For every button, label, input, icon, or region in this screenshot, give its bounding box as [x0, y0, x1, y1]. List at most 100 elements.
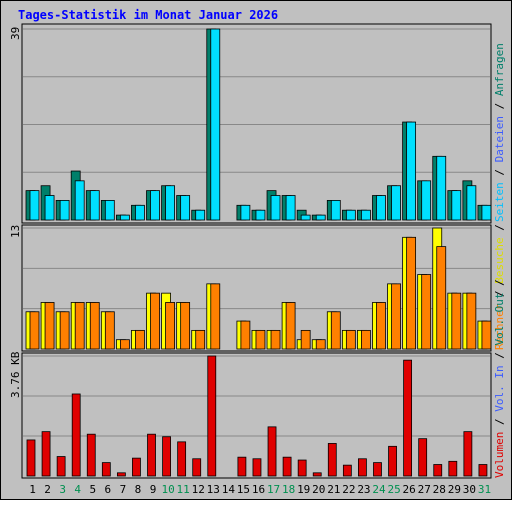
day-label-26: 26 [403, 483, 416, 496]
bar-bottom-volumen-day-21 [327, 443, 337, 477]
day-label-16: 16 [252, 483, 265, 496]
legend-sep-2: / [493, 96, 506, 116]
bar-middle-rechner-day-3 [59, 311, 70, 350]
bar-top-dateien-day-20 [315, 214, 326, 221]
bar-middle-rechner-day-16 [255, 329, 266, 350]
middle-ymax-label: 13 [9, 225, 22, 238]
day-label-23: 23 [357, 483, 370, 496]
day-label-14: 14 [222, 483, 236, 496]
legend-sep-4: / [493, 224, 506, 237]
legend-rechner: Rechner [493, 303, 506, 350]
legend-dateien: Dateien [493, 116, 506, 162]
bar-middle-rechner-day-28 [436, 246, 447, 350]
day-label-17: 17 [267, 483, 280, 496]
bar-middle-rechner-day-18 [285, 302, 296, 350]
top-legend: Seiten / Dateien / Anfragen [493, 43, 506, 222]
bar-top-dateien-day-26 [406, 121, 417, 221]
bar-bottom-volumen-day-20 [312, 472, 322, 477]
day-label-5: 5 [89, 483, 96, 496]
legend-sep-6: / [493, 346, 506, 366]
bar-bottom-volumen-day-17 [267, 426, 277, 477]
bar-bottom-volumen-day-8 [132, 457, 141, 477]
bar-middle-rechner-day-20 [315, 339, 326, 350]
bar-top-dateien-day-30 [466, 185, 477, 221]
top-ymax-label: 39 [9, 27, 22, 40]
bar-middle-rechner-day-30 [466, 292, 477, 350]
bar-top-dateien-day-8 [135, 204, 145, 221]
bar-middle-rechner-day-27 [421, 274, 432, 350]
bar-top-dateien-day-24 [376, 195, 386, 221]
bottom-legend: Volumen / Vol. In / Vol. Out / [493, 279, 506, 478]
legend-vol-in: Vol. In [493, 365, 506, 411]
bar-top-dateien-day-9 [150, 190, 160, 221]
day-label-30: 30 [463, 483, 476, 496]
bar-bottom-volumen-day-27 [418, 438, 428, 477]
bar-bottom-volumen-day-9 [147, 433, 156, 477]
bar-top-dateien-day-3 [59, 200, 70, 221]
bar-bottom-volumen-day-25 [388, 445, 397, 477]
bar-top-dateien-day-27 [421, 180, 432, 221]
bar-middle-rechner-day-26 [406, 236, 417, 350]
bar-top-dateien-day-5 [89, 190, 100, 221]
bar-middle-rechner-day-19 [300, 329, 311, 350]
bar-bottom-volumen-day-22 [342, 464, 352, 477]
bar-middle-rechner-day-5 [89, 302, 100, 350]
bar-middle-rechner-day-29 [451, 292, 462, 350]
bar-middle-rechner-day-1 [29, 311, 40, 350]
bar-middle-rechner-day-10 [165, 302, 175, 350]
chart-title: Tages-Statistik im Monat Januar 2026 [18, 8, 278, 22]
bar-top-dateien-day-16 [255, 209, 266, 221]
bar-top-dateien-day-15 [240, 204, 251, 221]
bar-top-dateien-day-19 [300, 214, 311, 221]
legend-anfragen: Anfragen [493, 43, 506, 96]
bar-bottom-volumen-day-26 [403, 359, 413, 477]
day-label-12: 12 [192, 483, 205, 496]
bar-top-dateien-day-4 [74, 180, 85, 221]
bar-top-dateien-day-25 [391, 185, 401, 221]
bar-middle-rechner-day-4 [74, 302, 85, 350]
bar-top-dateien-day-10 [165, 185, 175, 221]
day-label-4: 4 [74, 483, 81, 496]
bar-middle-rechner-day-21 [330, 311, 341, 350]
bar-top-dateien-day-17 [270, 195, 281, 221]
bar-middle-rechner-day-12 [195, 329, 206, 350]
bar-bottom-volumen-day-23 [358, 458, 367, 477]
bar-top-dateien-day-13 [210, 28, 221, 221]
bars [25, 28, 492, 477]
bar-middle-rechner-day-31 [481, 320, 492, 350]
bar-bottom-volumen-day-18 [282, 456, 292, 477]
day-label-1: 1 [29, 483, 36, 496]
bar-middle-rechner-day-6 [104, 311, 115, 350]
bar-bottom-volumen-day-12 [192, 458, 202, 477]
bar-bottom-volumen-day-5 [86, 433, 96, 477]
bar-middle-rechner-day-25 [391, 283, 401, 350]
bar-middle-rechner-day-11 [180, 302, 191, 350]
bar-middle-rechner-day-13 [210, 283, 221, 350]
bar-middle-rechner-day-2 [44, 302, 55, 350]
bar-middle-rechner-day-7 [119, 339, 130, 350]
legend-volumen: Volumen [493, 432, 506, 478]
day-label-13: 13 [207, 483, 220, 496]
day-label-11: 11 [177, 483, 190, 496]
legend-sep-7: / [493, 279, 506, 292]
legend-seiten: Seiten [493, 182, 506, 222]
legend-sep-3: / [493, 284, 506, 304]
day-label-15: 15 [237, 483, 250, 496]
bar-top-dateien-day-12 [195, 209, 206, 221]
legend-besuche: Besuche [493, 237, 506, 283]
day-labels: 1 2 3 4 5 6 7 8 9 10 11 12 13 14 15 16 17 18 19 20 21 22 23 24 2… [29, 483, 491, 496]
day-label-7: 7 [120, 483, 127, 496]
bar-middle-rechner-day-15 [240, 320, 251, 350]
bar-bottom-volumen-day-10 [162, 436, 171, 477]
day-label-8: 8 [135, 483, 142, 496]
bottom-plot-area [21, 352, 492, 479]
bar-top-dateien-day-1 [29, 190, 40, 221]
day-label-20: 20 [312, 483, 325, 496]
day-label-28: 28 [433, 483, 446, 496]
bar-bottom-volumen-day-24 [373, 462, 382, 477]
bar-middle-rechner-day-17 [270, 329, 281, 350]
bar-bottom-volumen-day-4 [71, 393, 81, 477]
bar-top-dateien-day-22 [345, 209, 356, 221]
